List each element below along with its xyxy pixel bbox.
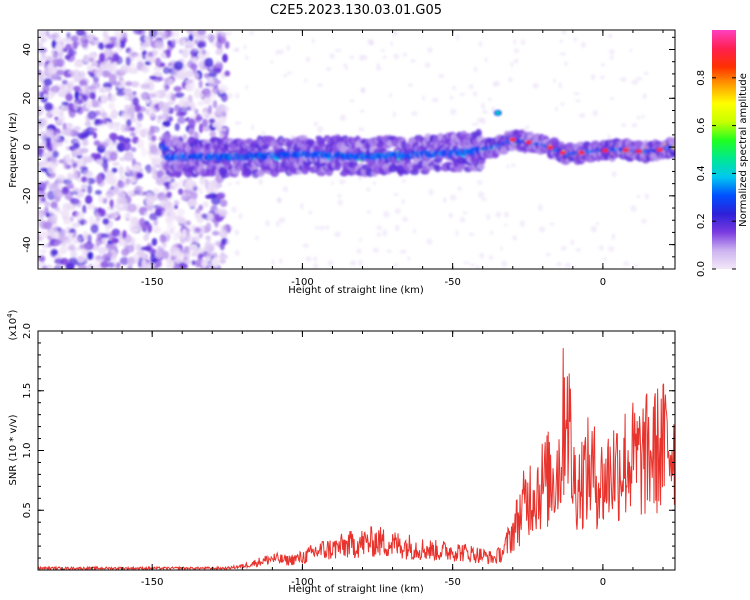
colorbar-ticks: 0.0 0.2 0.4 0.6 0.8	[696, 70, 736, 277]
colorbar-bar	[712, 30, 736, 269]
spectrogram-heat	[38, 30, 675, 269]
figure-title: C2E5.2023.130.03.01.G05	[270, 3, 442, 18]
spectrogram-xlabel: Height of straight line (km)	[288, 285, 424, 296]
snr-x-tick-label: -100	[291, 577, 314, 588]
snr-x-tick-label: -150	[141, 577, 164, 588]
snr-background	[38, 331, 675, 570]
spectrogram-y-tick-label: 20	[22, 92, 33, 105]
spectrogram-panel: -150 -100 -50 0 -40 -20 0 20 40 Height of straig…	[8, 29, 676, 296]
spectrogram-ticks: -150 -100 -50 0 -40 -20 0 20 40	[22, 30, 675, 288]
colorbar-tick-label: 0.2	[696, 213, 707, 229]
spectrogram-x-tick-label: 0	[600, 277, 606, 288]
colorbar: 0.0 0.2 0.4 0.6 0.8 Normalized spectral ampl…	[696, 30, 749, 277]
snr-y-tick-label: 0.5	[22, 502, 33, 518]
snr-series-line	[38, 348, 675, 570]
colorbar-tick-label: 0.4	[696, 165, 707, 181]
snr-y-tick-label: 2.0	[22, 323, 33, 339]
snr-panel: -150 -100 -50 0 0.5 1.0 1.5 2.0 Height of strai…	[6, 309, 676, 595]
snr-y-tick-label: 1.0	[22, 443, 33, 459]
spectrogram-y-tick-label: -20	[22, 188, 33, 204]
spectrogram-ylabel: Frequency (Hz)	[8, 112, 19, 188]
spectrogram-x-tick-label: -150	[141, 277, 164, 288]
colorbar-tick-label: 0.0	[696, 261, 707, 277]
spectrogram-frame	[37, 29, 676, 270]
spectrogram-y-tick-label: -40	[22, 236, 33, 252]
snr-multiplier: (x104)	[6, 309, 19, 340]
spectrogram-x-tick-label: -100	[291, 277, 314, 288]
snr-x-tick-label: 0	[600, 577, 606, 588]
spectrogram-y-tick-label: 40	[22, 43, 33, 56]
snr-ylabel: SNR (10 * v/v)	[8, 414, 19, 485]
colorbar-tick-label: 0.6	[696, 118, 707, 134]
snr-y-tick-label: 1.5	[22, 383, 33, 399]
colorbar-label: Normalized spectral amplitude	[738, 73, 749, 227]
spectrogram-y-tick-label: 0	[22, 144, 33, 150]
colorbar-tick-label: 0.8	[696, 70, 707, 86]
snr-x-tick-label: -50	[444, 577, 460, 588]
snr-xlabel: Height of straight line (km)	[288, 584, 424, 595]
snr-ticks: -150 -100 -50 0 0.5 1.0 1.5 2.0	[22, 323, 675, 588]
spectrogram-x-tick-label: -50	[444, 277, 460, 288]
